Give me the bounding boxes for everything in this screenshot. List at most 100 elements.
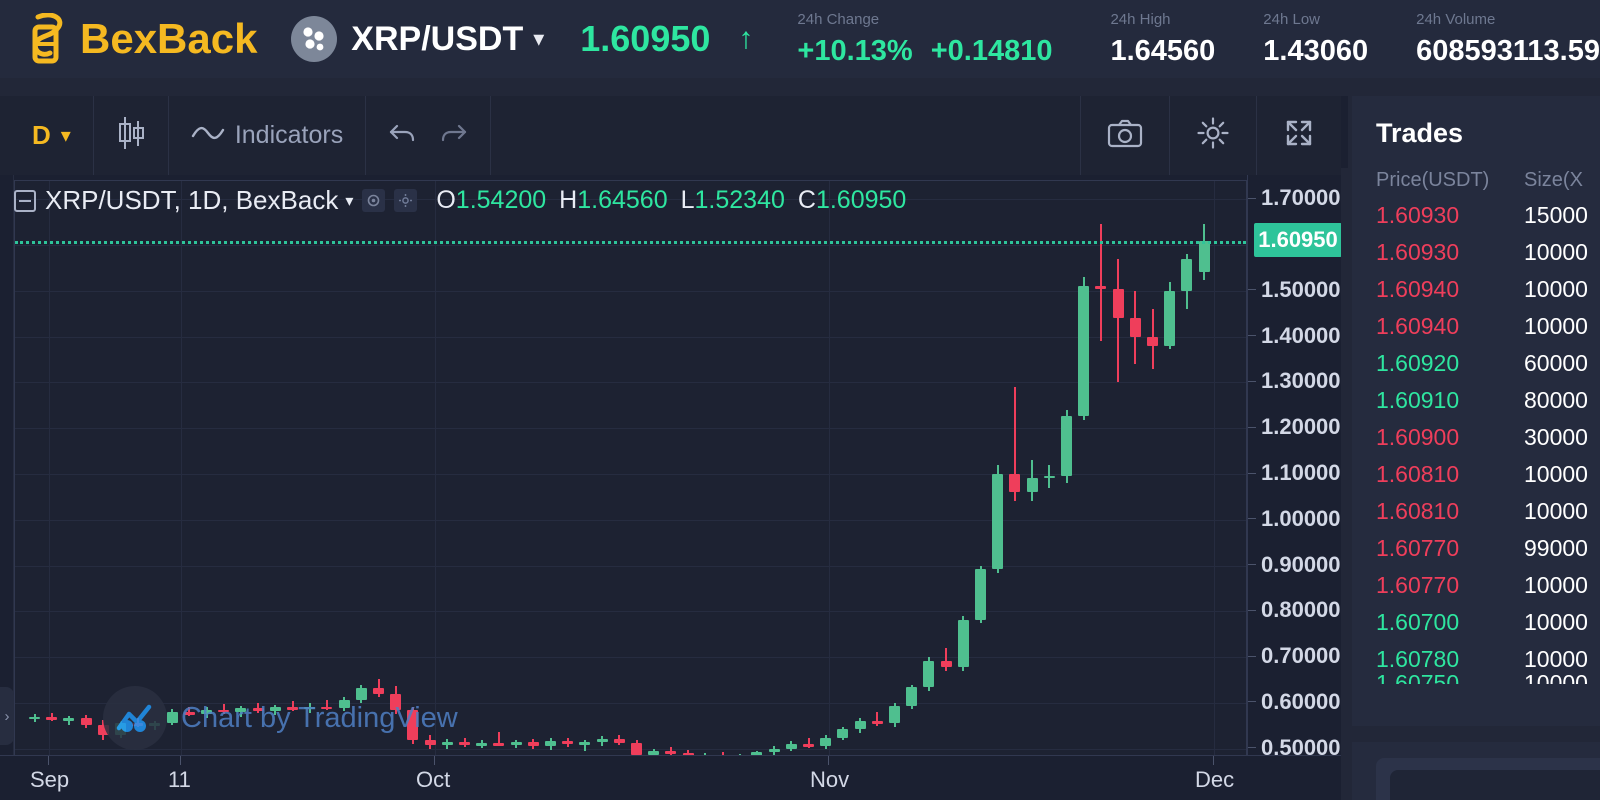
chevron-down-icon[interactable]: ▾ (533, 26, 545, 51)
ohlc-key: O (436, 186, 456, 214)
candlestick (201, 181, 212, 767)
candlestick (527, 181, 539, 767)
candlestick (837, 181, 849, 767)
candle-body (355, 688, 367, 701)
chart-plot-area[interactable]: Chart by TradingView (14, 180, 1247, 768)
candle-body (46, 716, 58, 720)
stat-value: 1.64560 (1110, 34, 1216, 67)
ohlc-value: 1.54200 (455, 186, 547, 214)
candle-body (407, 710, 419, 741)
time-axis[interactable]: Sep 11 Oct Nov Dec (0, 755, 1341, 800)
trade-row: 1.60770 10000 (1352, 562, 1600, 599)
brand-logo[interactable]: BexBack (0, 12, 291, 65)
trade-size: 99000 (1524, 535, 1588, 561)
caret-down-icon[interactable]: ▾ (345, 192, 354, 210)
candlestick (1112, 181, 1124, 767)
tick-dash (1248, 564, 1256, 566)
trade-size: 10000 (1524, 239, 1588, 265)
xrp-ripple-icon (291, 16, 338, 62)
candlestick (785, 181, 797, 767)
stat-24h-high: 24h High 1.64560 (1110, 11, 1215, 68)
chevron-down-icon: ▾ (60, 125, 71, 147)
candle-body (390, 693, 402, 711)
trade-row: 1.60920 60000 (1352, 340, 1600, 377)
rail-expand-handle[interactable]: › (0, 687, 14, 745)
indicators-button[interactable]: Indicators (169, 96, 367, 175)
candle-body (166, 712, 178, 724)
tick-dash (1248, 426, 1256, 428)
gridline-horizontal (15, 428, 1246, 430)
candlestick (80, 181, 92, 767)
candlestick (734, 181, 746, 767)
candle-wick (291, 701, 294, 712)
price-axis-tick: 0.90000 (1248, 552, 1342, 577)
candlestick (648, 181, 660, 767)
trade-price: 1.60810 (1376, 498, 1460, 524)
trade-price: 1.60900 (1376, 424, 1460, 450)
screenshot-button[interactable] (1080, 96, 1169, 175)
current-price-badge-label: 1.60950 (1258, 226, 1338, 252)
candlestick (321, 181, 333, 767)
candlestick (269, 181, 281, 767)
stat-value: 608593113.59 (1416, 34, 1600, 67)
trade-row: 1.60910 80000 (1352, 377, 1600, 414)
gridline-horizontal (15, 611, 1246, 613)
candlestick (1164, 181, 1176, 767)
fullscreen-button[interactable] (1256, 96, 1341, 175)
candlestick (149, 181, 161, 767)
candle-body (631, 743, 642, 756)
price-axis-label: 1.20000 (1261, 414, 1341, 440)
price-axis-label: 1.50000 (1261, 276, 1341, 302)
minus-box-icon[interactable] (14, 189, 36, 212)
candlestick (1147, 181, 1158, 767)
candlestick (562, 181, 574, 767)
candle-body (923, 660, 935, 688)
candle-body (1078, 286, 1090, 417)
candlestick (252, 181, 264, 767)
candlestick (46, 181, 58, 767)
undo-arrow-icon[interactable] (388, 121, 416, 150)
candle-body (1095, 286, 1107, 289)
trades-header-row: Price(USDT) Size(X (1352, 149, 1600, 192)
time-axis-mark (180, 756, 181, 765)
candle-wick (945, 647, 948, 671)
trade-price: 1.60810 (1376, 461, 1460, 487)
candlestick (545, 181, 556, 767)
interval-selector[interactable]: D ▾ (0, 96, 94, 175)
visibility-icon[interactable] (362, 189, 386, 212)
candlestick (1078, 181, 1090, 767)
candle-body (785, 744, 797, 749)
chart-type-button[interactable] (94, 96, 169, 175)
price-axis[interactable]: 1.70000 1.50000 1.40000 1.30000 1.20000 1.100… (1247, 175, 1342, 800)
trade-row: 1.60940 10000 (1352, 303, 1600, 340)
candlestick (407, 181, 419, 767)
trade-row: 1.60930 15000 (1352, 192, 1600, 229)
last-price: 1.60950 (580, 18, 711, 59)
candlestick (631, 181, 642, 767)
time-axis-label: Nov (810, 767, 850, 792)
chart-container[interactable]: › Chart by TradingView XRP/USDT, 1D, Bex… (0, 175, 1341, 800)
price-axis-label: 0.80000 (1261, 597, 1341, 623)
pair-selector[interactable]: XRP/USDT ▾ 1.60950 ↑ (291, 16, 753, 62)
candlestick (441, 181, 453, 767)
chart-settings-button[interactable] (1169, 96, 1256, 175)
candlestick (235, 181, 247, 767)
candle-body (476, 743, 488, 746)
trade-price: 1.60780 (1376, 646, 1460, 672)
candlestick (957, 181, 969, 767)
candle-body (304, 706, 316, 710)
tick-dash (1248, 518, 1256, 520)
candlestick (1026, 181, 1038, 767)
chart-settings-icon[interactable] (394, 189, 418, 212)
trade-row: 1.60900 30000 (1352, 414, 1600, 451)
candle-body (493, 743, 505, 746)
candle-body (837, 729, 849, 738)
gridline-horizontal (15, 565, 1246, 567)
gridline-horizontal (15, 474, 1246, 475)
candlestick (166, 181, 178, 767)
ohlc-value: 1.64560 (577, 186, 668, 214)
fullscreen-expand-icon (1283, 117, 1315, 154)
camera-icon (1107, 118, 1143, 153)
redo-arrow-icon[interactable] (440, 121, 468, 150)
